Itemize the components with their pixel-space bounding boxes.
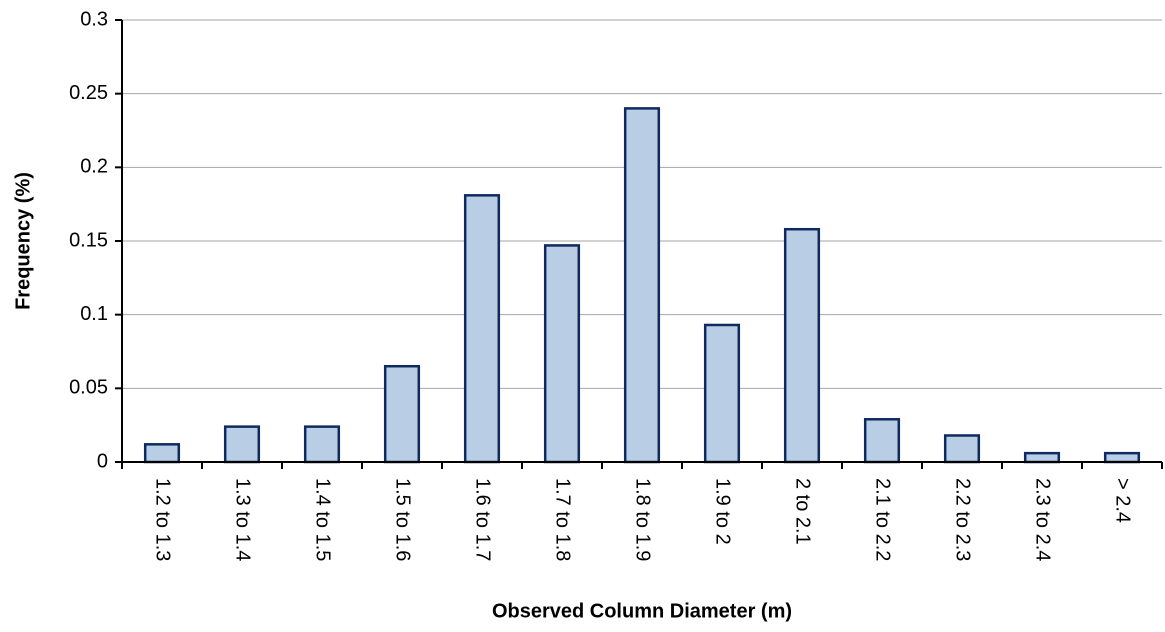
bar	[1103, 451, 1141, 464]
y-tick-label: 0	[97, 450, 108, 472]
x-tick-label: > 2.4	[1112, 478, 1134, 523]
bar	[543, 244, 581, 464]
x-tick-label: 1.9 to 2	[712, 478, 734, 545]
x-tick-label: 1.3 to 1.4	[232, 478, 254, 561]
bar	[223, 425, 261, 464]
bar	[143, 443, 181, 464]
bar	[383, 364, 421, 464]
y-tick-label: 0.15	[69, 229, 108, 251]
x-tick-label: 2.3 to 2.4	[1032, 478, 1054, 561]
bar	[1023, 451, 1061, 464]
y-axis-title: Frequency (%)	[12, 172, 34, 310]
x-tick-label: 1.7 to 1.8	[552, 478, 574, 561]
x-tick-label: 2 to 2.1	[792, 478, 814, 545]
y-tick-label: 0.1	[80, 303, 108, 325]
bar	[303, 425, 341, 464]
x-tick-label: 1.8 to 1.9	[632, 478, 654, 561]
y-tick-label: 0.25	[69, 82, 108, 104]
x-axis-title: Observed Column Diameter (m)	[492, 600, 792, 622]
bar	[703, 323, 741, 464]
bar	[863, 418, 901, 464]
x-tick-label: 2.2 to 2.3	[952, 478, 974, 561]
y-tick-label: 0.3	[80, 8, 108, 30]
bar	[463, 194, 501, 464]
y-tick-label: 0.2	[80, 156, 108, 178]
bar	[943, 434, 981, 464]
bar	[783, 227, 821, 464]
x-tick-label: 1.5 to 1.6	[392, 478, 414, 561]
x-tick-label: 1.6 to 1.7	[472, 478, 494, 561]
y-tick-label: 0.05	[69, 377, 108, 399]
x-tick-label: 1.2 to 1.3	[152, 478, 174, 561]
bar	[623, 107, 661, 464]
x-tick-label: 1.4 to 1.5	[312, 478, 334, 561]
x-tick-label: 2.1 to 2.2	[872, 478, 894, 561]
